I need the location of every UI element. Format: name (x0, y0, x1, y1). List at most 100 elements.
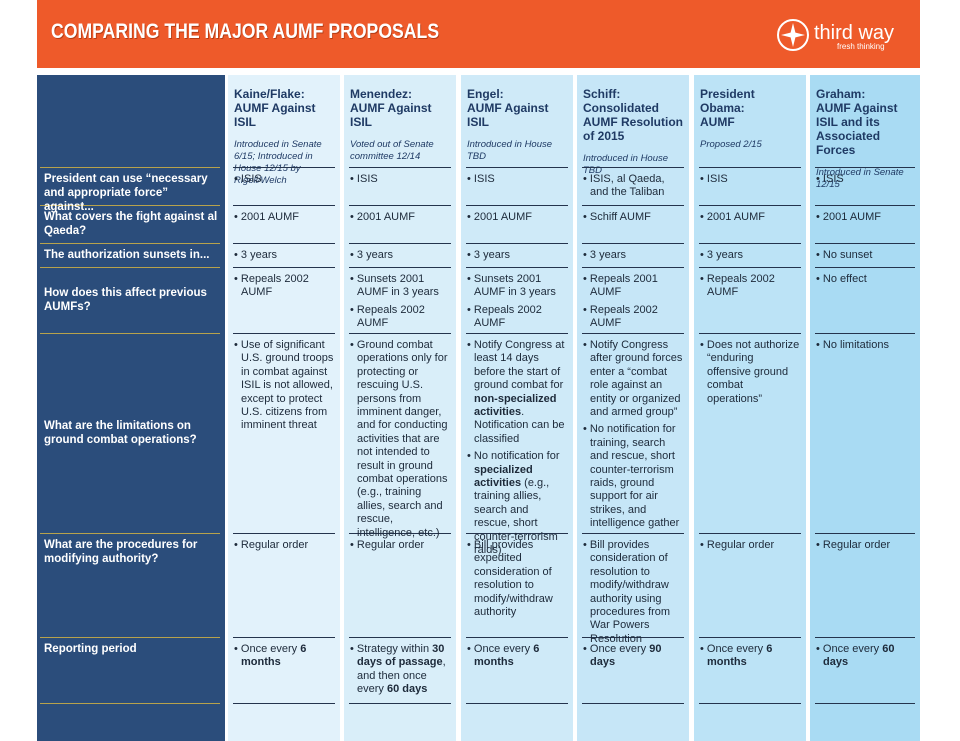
bullet-item: Repeals 2002 AUMF (583, 304, 683, 331)
bullet-item: 2001 AUMF (234, 211, 334, 224)
row-rule (40, 167, 220, 168)
text: Once every (822, 643, 883, 655)
text: , and then once every (357, 656, 446, 696)
row-rule (466, 243, 568, 244)
row-rule (349, 243, 451, 244)
row-rule (582, 167, 684, 168)
row-rule (699, 205, 801, 206)
title: COMPARING THE MAJOR AUMF PROPOSALS (51, 20, 440, 43)
text: non-specialized activities (474, 392, 557, 419)
column-header: Schiff: Consolidated AUMF Resolution of 2… (577, 81, 689, 177)
cell: Sunsets 2001 AUMF in 3 years Repeals 2002… (461, 267, 573, 335)
bullet-item: Regular order (350, 539, 450, 552)
text: No sunset (822, 249, 873, 261)
cell: Once every 6 months (461, 637, 573, 674)
bullet-item: Schiff AUMF (583, 211, 683, 224)
row-label: What are the procedures for modifying au… (44, 539, 198, 565)
text: 6 months (474, 643, 540, 669)
text: ISIS, al Qaeda, and the Taliban (589, 173, 665, 199)
text: Regular order (356, 539, 425, 551)
row-rule (815, 243, 915, 244)
row-rule (233, 243, 335, 244)
text: Bill provides consideration of resolutio… (589, 539, 671, 645)
bullet-item: Repeals 2001 AUMF (583, 273, 683, 300)
bullet-item: ISIS, al Qaeda, and the Taliban (583, 173, 683, 200)
text: 2001 AUMF (706, 211, 766, 223)
row-rule (466, 167, 568, 168)
text: Regular order (240, 539, 309, 551)
cell: 2001 AUMF (344, 205, 456, 228)
row-rule (349, 267, 451, 268)
bullet-item: ISIS (467, 173, 567, 186)
cell: 3 years (461, 243, 573, 266)
cell: ISIS (344, 167, 456, 190)
bullet-item: 2001 AUMF (816, 211, 914, 224)
text: Repeals 2002 AUMF (356, 303, 425, 330)
cell: Strategy within 30 days of passage, and … (344, 637, 456, 701)
column-name: Engel: (467, 87, 504, 101)
text: Once every (240, 643, 301, 655)
column-note: Proposed 2/15 (700, 139, 762, 150)
row-label: President can use “necessary and appropr… (44, 173, 208, 213)
column-header: Kaine/Flake: AUMF Against ISIL Introduced … (228, 81, 340, 187)
cell: Regular order (810, 533, 920, 556)
bullet-item: Bill provides consideration of resolutio… (583, 539, 683, 646)
row-rule (233, 703, 335, 704)
text: . Notification can be classified (474, 406, 565, 445)
row-rule (40, 267, 220, 268)
bullet-item: 3 years (467, 249, 567, 262)
column-title: AUMF Against ISIL (234, 101, 316, 129)
cell: ISIS (461, 167, 573, 190)
column-name: President Obama: (700, 87, 755, 115)
bullet-item: Regular order (234, 539, 334, 552)
bullet-item: No sunset (816, 249, 914, 262)
row-rule (699, 267, 801, 268)
bullet-item: ISIS (350, 173, 450, 186)
text: No notification for (473, 450, 560, 463)
cell: Repeals 2002 AUMF (694, 267, 806, 304)
text: 3 years (706, 249, 743, 261)
bullet-item: Repeals 2002 AUMF (467, 304, 567, 331)
cell: 3 years (694, 243, 806, 266)
bullet-item: Once every 6 months (467, 643, 567, 670)
text: Once every (589, 643, 650, 655)
row-rule (582, 267, 684, 268)
row-rule (40, 243, 220, 244)
column-header: Engel: AUMF Against ISIL Introduced in Hou… (461, 81, 573, 163)
bullet-item: Sunsets 2001 AUMF in 3 years (350, 273, 450, 300)
column-name: Menendez: (350, 87, 413, 101)
bullet-item: Once every 6 months (700, 643, 800, 670)
cell: 3 years (577, 243, 689, 266)
bullet-item: ISIS (816, 173, 914, 186)
row-rule (349, 703, 451, 704)
text: 3 years (589, 249, 626, 261)
label-column (37, 75, 225, 741)
row-rule (699, 637, 801, 638)
bullet-item: Repeals 2002 AUMF (350, 304, 450, 331)
bullet-item: Strategy within 30 days of passage, and … (350, 643, 450, 697)
row-rule (40, 533, 220, 534)
text: Repeals 2002 AUMF (706, 273, 775, 299)
row-label: Reporting period (44, 643, 137, 655)
text: 3 years (240, 249, 277, 261)
column-name: Schiff: (583, 87, 621, 101)
text: No effect (822, 273, 867, 285)
row-rule (466, 267, 568, 268)
logo-icon (777, 19, 809, 51)
row-rule (349, 167, 451, 168)
row-rule (815, 533, 915, 534)
text: 30 days of passage (357, 643, 445, 669)
text: 2001 AUMF (473, 211, 533, 223)
text: Does not authorize “enduring offensive g… (706, 339, 800, 405)
tagline: fresh thinking (837, 42, 885, 51)
cell: Regular order (228, 533, 340, 556)
cell: Use of significant U.S. ground troops in… (228, 333, 340, 437)
row-rule (466, 703, 568, 704)
text: 2001 AUMF (240, 211, 300, 223)
text: 2001 AUMF (356, 211, 416, 223)
row-rule (40, 333, 220, 334)
cell: Does not authorize “enduring offensive g… (694, 333, 806, 410)
cell: 2001 AUMF (694, 205, 806, 228)
row-rule (699, 533, 801, 534)
column-header: Menendez: AUMF Against ISIL Voted out of S… (344, 81, 456, 163)
